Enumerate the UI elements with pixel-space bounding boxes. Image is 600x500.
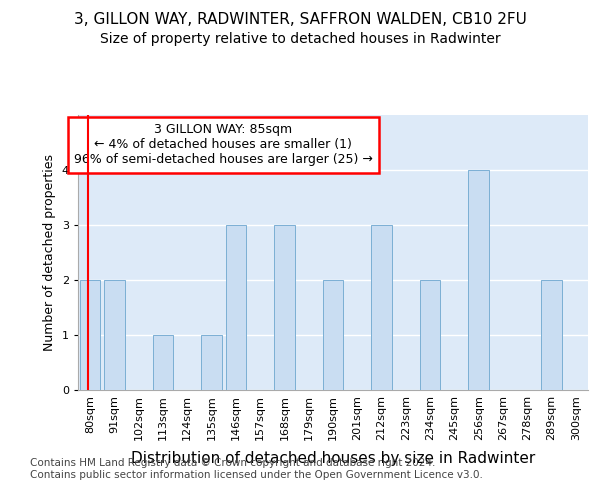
Bar [201, 335, 222, 390]
Bar [274, 225, 295, 390]
Text: 3, GILLON WAY, RADWINTER, SAFFRON WALDEN, CB10 2FU: 3, GILLON WAY, RADWINTER, SAFFRON WALDEN… [74, 12, 526, 28]
Bar [420, 280, 440, 390]
Y-axis label: Number of detached properties: Number of detached properties [43, 154, 56, 351]
Bar [371, 225, 392, 390]
Text: Size of property relative to detached houses in Radwinter: Size of property relative to detached ho… [100, 32, 500, 46]
Bar [104, 280, 125, 390]
Bar [226, 225, 246, 390]
Bar [323, 280, 343, 390]
Bar [80, 280, 100, 390]
Bar [541, 280, 562, 390]
Bar [469, 170, 489, 390]
Text: 3 GILLON WAY: 85sqm
← 4% of detached houses are smaller (1)
96% of semi-detached: 3 GILLON WAY: 85sqm ← 4% of detached hou… [74, 123, 373, 166]
X-axis label: Distribution of detached houses by size in Radwinter: Distribution of detached houses by size … [131, 451, 535, 466]
Text: Contains HM Land Registry data © Crown copyright and database right 2024.
Contai: Contains HM Land Registry data © Crown c… [30, 458, 483, 479]
Bar [152, 335, 173, 390]
